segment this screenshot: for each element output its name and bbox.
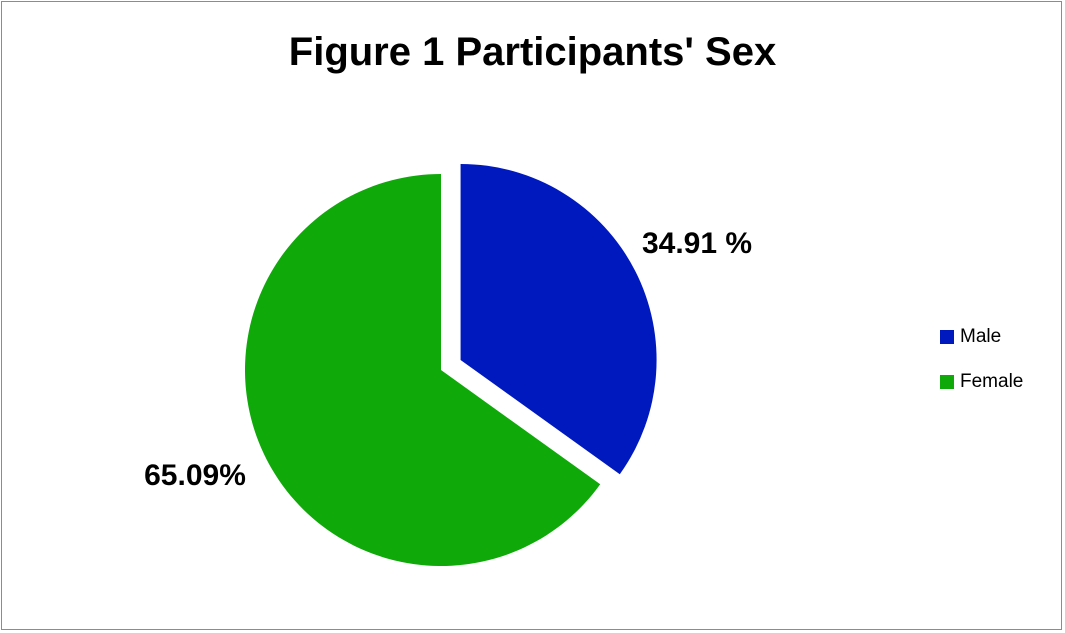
chart-legend: Male Female — [940, 322, 1023, 412]
legend-label-female: Female — [960, 371, 1024, 392]
data-label-female: 65.09% — [144, 459, 246, 492]
legend-label-male: Male — [960, 326, 1002, 347]
pie-slice-male — [460, 163, 657, 475]
pie-slice-female — [244, 174, 601, 567]
legend-swatch-male — [940, 330, 954, 344]
chart-title: Figure 1 Participants' Sex — [288, 30, 777, 74]
legend-item-male: Male — [940, 322, 1023, 352]
data-label-male: 34.91 % — [642, 227, 752, 260]
legend-swatch-female — [940, 375, 954, 389]
legend-item-female: Female — [940, 367, 1023, 397]
